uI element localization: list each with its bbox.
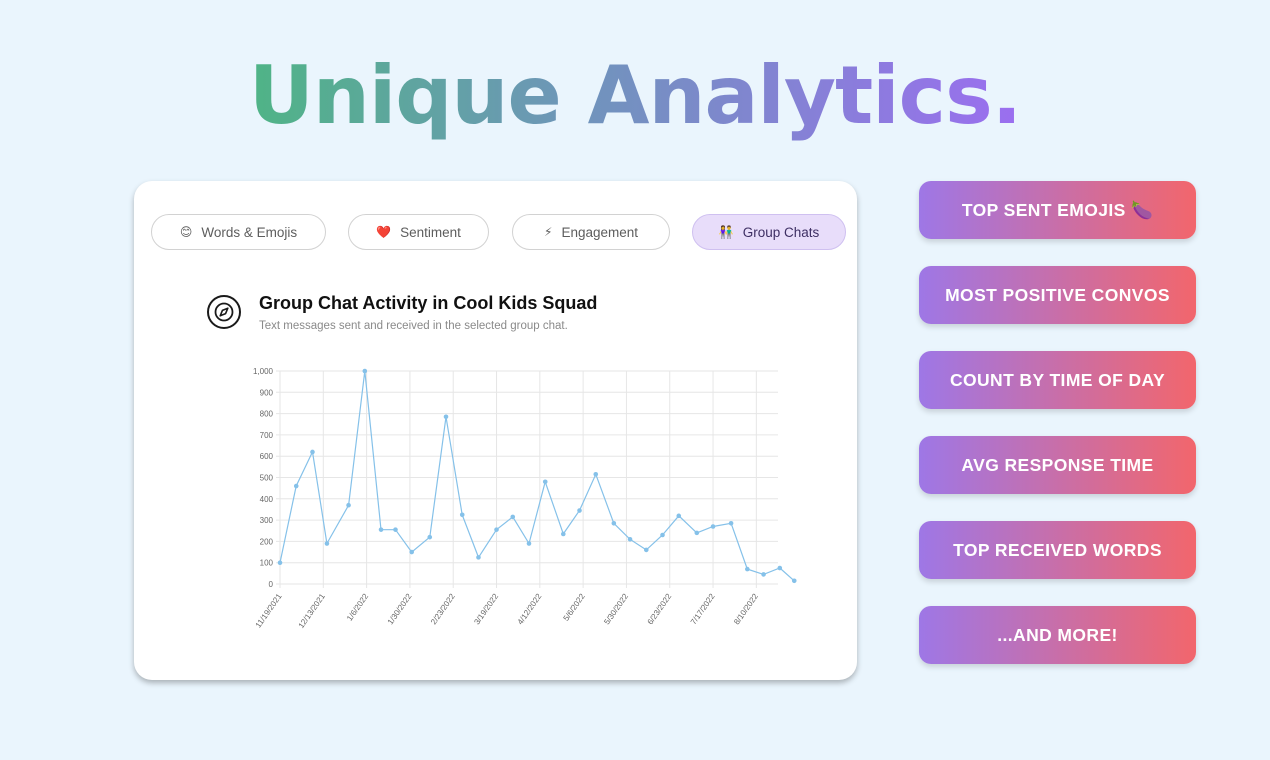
x-tick-label: 5/6/2022 [562, 592, 588, 623]
data-point [443, 414, 449, 420]
data-point [791, 578, 797, 584]
data-point [378, 527, 384, 532]
y-tick-label: 100 [260, 559, 274, 568]
data-point [627, 536, 633, 542]
data-point [409, 549, 415, 555]
data-point [427, 534, 433, 540]
y-tick-label: 300 [260, 516, 274, 525]
x-tick-label: 6/23/2022 [646, 592, 674, 627]
data-point [277, 560, 283, 565]
data-point [761, 572, 766, 577]
data-point [593, 472, 599, 477]
tab-sentiment[interactable]: ❤️ Sentiment [348, 214, 489, 250]
x-tick-label: 5/30/2022 [602, 592, 630, 627]
data-point [476, 555, 481, 560]
data-point [459, 512, 465, 518]
data-point [611, 520, 617, 526]
analytics-card: 😊 Words & Emojis ❤️ Sentiment ⚡ Engageme… [134, 181, 857, 680]
tab-label: Group Chats [742, 224, 820, 240]
data-point [393, 527, 398, 532]
y-tick-label: 600 [260, 452, 274, 461]
couple-icon: 👫 [718, 225, 734, 239]
data-point [293, 483, 299, 489]
tab-words-emojis[interactable]: 😊 Words & Emojis [151, 214, 326, 250]
chart-subtitle: Text messages sent and received in the s… [259, 320, 568, 332]
y-tick-label: 700 [260, 431, 274, 440]
y-tick-label: 200 [260, 537, 274, 546]
x-tick-label: 12/13/2021 [297, 592, 328, 630]
y-tick-label: 500 [260, 474, 274, 483]
most-positive-convos-button[interactable]: MOST POSITIVE CONVOS [919, 266, 1196, 324]
y-tick-label: 800 [260, 410, 274, 419]
top-sent-emojis-button[interactable]: TOP SENT EMOJIS 🍆 [919, 181, 1196, 239]
x-tick-label: 11/19/2021 [254, 592, 284, 630]
data-point [728, 520, 734, 526]
data-point [324, 541, 330, 546]
data-point [346, 502, 351, 508]
y-tick-label: 400 [260, 495, 274, 504]
count-by-time-of-day-button[interactable]: COUNT BY TIME OF DAY [919, 351, 1196, 409]
data-point [494, 527, 499, 532]
data-point [777, 565, 783, 571]
top-received-words-button[interactable]: TOP RECEIVED WORDS [919, 521, 1196, 579]
data-point [676, 513, 682, 519]
x-tick-label: 8/10/2022 [732, 592, 760, 627]
data-point [694, 530, 700, 536]
data-point [362, 368, 368, 374]
data-point [710, 524, 716, 529]
x-tick-label: 7/17/2022 [689, 592, 717, 627]
x-tick-label: 3/19/2022 [472, 592, 500, 627]
data-point [660, 532, 665, 538]
avg-response-time-button[interactable]: AVG RESPONSE TIME [919, 436, 1196, 494]
tab-label: Engagement [561, 224, 638, 240]
data-point [310, 449, 315, 455]
data-point [577, 508, 582, 513]
x-tick-label: 1/6/2022 [345, 592, 371, 623]
data-point [542, 479, 548, 485]
data-point [643, 547, 649, 553]
y-tick-label: 0 [269, 580, 274, 589]
data-point [526, 541, 532, 546]
x-tick-label: 1/30/2022 [386, 592, 414, 627]
heart-icon: ❤️ [376, 225, 392, 239]
headline: Unique Analytics. [248, 49, 1022, 142]
and-more-button[interactable]: ...AND MORE! [919, 606, 1196, 664]
series-line [279, 370, 795, 582]
y-tick-label: 1,000 [253, 367, 274, 376]
x-tick-label: 4/12/2022 [516, 592, 544, 627]
line-chart: 0 100 200 300 400 500 600 700 800 900 1,000 11/19/2… [253, 367, 797, 630]
smiley-icon: 😊 [179, 225, 193, 239]
data-point [745, 566, 750, 572]
tab-engagement[interactable]: ⚡ Engagement [512, 214, 670, 250]
data-point [510, 514, 516, 520]
chart-title: Group Chat Activity in Cool Kids Squad [259, 293, 598, 313]
tab-label: Words & Emojis [201, 224, 298, 240]
tab-label: Sentiment [400, 224, 461, 240]
tab-group-chats[interactable]: 👫 Group Chats [692, 214, 846, 250]
lightning-icon: ⚡ [544, 225, 553, 239]
y-tick-label: 900 [260, 388, 274, 397]
x-tick-label: 2/23/2022 [429, 592, 457, 627]
compass-icon [207, 295, 241, 329]
data-point [560, 531, 566, 537]
